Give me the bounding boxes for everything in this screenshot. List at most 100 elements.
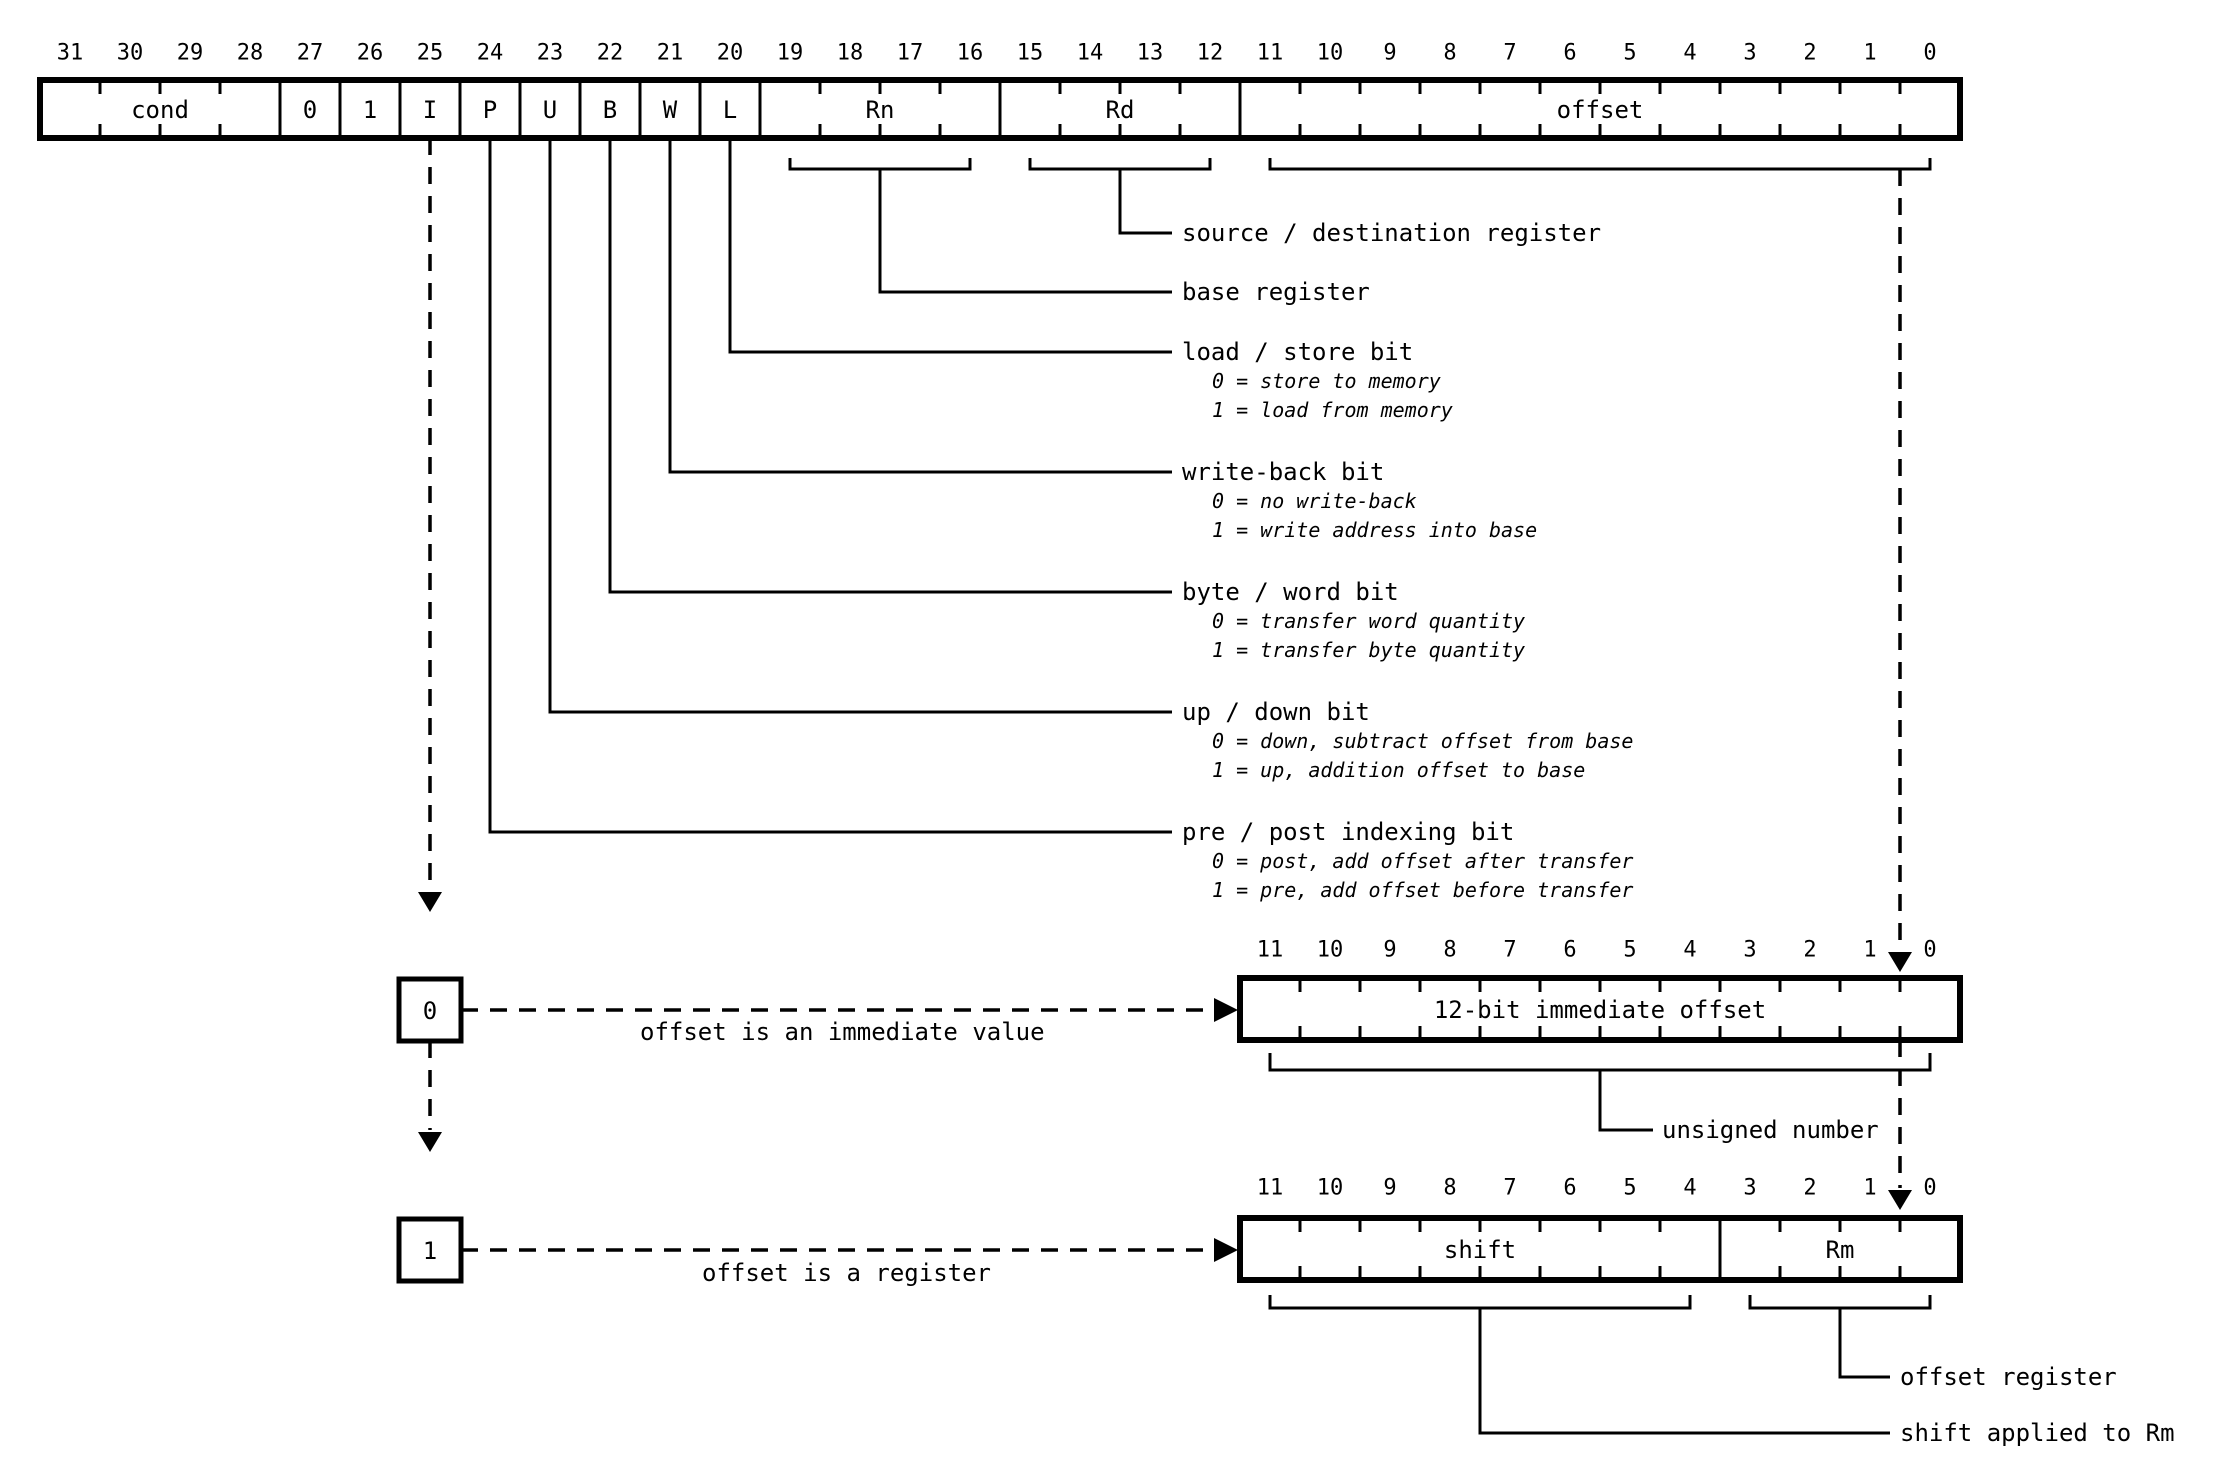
- bit-number-label: 5: [1623, 41, 1636, 66]
- selector-0-value: 0: [423, 997, 437, 1025]
- label-write-back: write-back bit: [1182, 458, 1384, 486]
- selector-1-box: [396, 1216, 464, 1284]
- immediate-offset-register-box: 12-bit immediate offset: [1237, 975, 1963, 1043]
- option-load-store-1: 1 = load from memory: [1212, 398, 1453, 422]
- bit-number-label: 9: [1383, 1176, 1396, 1201]
- connector-load-store: [728, 138, 1172, 354]
- label-pre-post: pre / post indexing bit: [1182, 818, 1514, 846]
- register-offset-register-box: shift Rm: [1237, 1215, 1963, 1283]
- immediate-branch-caption: offset is an immediate value: [640, 1018, 1045, 1046]
- down-arrowhead-icon: [1888, 1190, 1912, 1210]
- bit-number-label: 8: [1443, 938, 1456, 963]
- bit-number-label: 6: [1563, 938, 1576, 963]
- connector-byte-word: [608, 138, 1172, 594]
- right-arrowhead-icon: [1214, 1238, 1238, 1262]
- main-register-bit-numbers: 31 30 29 28 27 26 25 24 23 22 21 20 19 18 17 16 15 14 13 12…: [57, 41, 1937, 66]
- bit-number-label: 0: [1923, 41, 1936, 66]
- bit-number-label: 7: [1503, 41, 1516, 66]
- field-label-shift: shift: [1444, 1236, 1516, 1264]
- bit-number-label: 29: [177, 41, 204, 66]
- bit-number-label: 10: [1317, 938, 1344, 963]
- bit-number-label: 15: [1017, 41, 1044, 66]
- selector-1-value: 1: [423, 1237, 437, 1265]
- connector-base-register: [878, 169, 1172, 294]
- option-byte-word-0: 0 = transfer word quantity: [1212, 609, 1525, 633]
- option-byte-word-1: 1 = transfer byte quantity: [1212, 638, 1525, 662]
- bit-number-label: 5: [1623, 1176, 1636, 1201]
- offset-field-bracket: [1268, 158, 1932, 171]
- selector-0-box: [396, 976, 464, 1044]
- register-offset-bit-numbers: 11 10 9 8 7 6 5 4 3 2 1 0: [1257, 1176, 1937, 1201]
- bit-number-label: 11: [1257, 938, 1284, 963]
- bit-number-label: 1: [1863, 938, 1876, 963]
- field-label-0: 0: [303, 96, 317, 124]
- down-arrowhead-icon: [418, 892, 442, 912]
- option-up-down-0: 0 = down, subtract offset from base: [1212, 729, 1633, 753]
- bit-number-label: 6: [1563, 1176, 1576, 1201]
- option-pre-post-1: 1 = pre, add offset before transfer: [1212, 878, 1633, 902]
- bit-number-label: 13: [1137, 41, 1164, 66]
- connector-write-back: [668, 138, 1172, 474]
- bit-number-label: 4: [1683, 1176, 1696, 1201]
- register-branch-caption: offset is a register: [702, 1259, 991, 1287]
- field-label-offset: offset: [1557, 96, 1644, 124]
- bit-number-label: 3: [1743, 41, 1756, 66]
- bit-number-label: 8: [1443, 41, 1456, 66]
- bit-number-label: 19: [777, 41, 804, 66]
- field-label-1: 1: [363, 96, 377, 124]
- bit-number-label: 17: [897, 41, 924, 66]
- main-register-box: cond 0 1 I P U B W L Rn Rd offset: [37, 77, 1963, 141]
- field-label-rn: Rn: [866, 96, 895, 124]
- shift-field-bracket: [1268, 1295, 1692, 1310]
- rd-field-bracket: [1028, 158, 1212, 171]
- bit-number-label: 10: [1317, 41, 1344, 66]
- bit-number-label: 25: [417, 41, 444, 66]
- bit-number-label: 26: [357, 41, 384, 66]
- bit-number-label: 18: [837, 41, 864, 66]
- bit-number-label: 9: [1383, 41, 1396, 66]
- bit-number-label: 30: [117, 41, 144, 66]
- bit-number-label: 5: [1623, 938, 1636, 963]
- immediate-register-bit-numbers: 11 10 9 8 7 6 5 4 3 2 1 0: [1257, 938, 1937, 963]
- bit-number-label: 4: [1683, 41, 1696, 66]
- label-up-down: up / down bit: [1182, 698, 1370, 726]
- bit-number-label: 20: [717, 41, 744, 66]
- bit-number-label: 3: [1743, 1176, 1756, 1201]
- rm-field-bracket: [1748, 1295, 1932, 1310]
- offset-register-connector: [1838, 1308, 1890, 1379]
- bit-number-label: 11: [1257, 41, 1284, 66]
- bit-number-label: 23: [537, 41, 564, 66]
- bit-number-label: 16: [957, 41, 984, 66]
- bit-number-label: 2: [1803, 938, 1816, 963]
- offset-register-label: offset register: [1900, 1363, 2117, 1391]
- bit-number-label: 21: [657, 41, 684, 66]
- right-arrowhead-icon: [1214, 998, 1238, 1022]
- bit-number-label: 2: [1803, 1176, 1816, 1201]
- bit-number-label: 9: [1383, 938, 1396, 963]
- rn-field-bracket: [788, 158, 972, 171]
- label-source-destination: source / destination register: [1182, 219, 1601, 247]
- bit-number-label: 4: [1683, 938, 1696, 963]
- bit-number-label: 24: [477, 41, 504, 66]
- field-label-l: L: [723, 96, 737, 124]
- immediate-offset-bracket: [1268, 1053, 1932, 1072]
- down-arrowhead-icon: [418, 1132, 442, 1152]
- field-label-rm: Rm: [1826, 1236, 1855, 1264]
- field-label-cond: cond: [131, 96, 189, 124]
- bit-number-label: 12: [1197, 41, 1224, 66]
- bit-annotations: source / destination register base regist…: [488, 138, 1633, 902]
- bit-number-label: 11: [1257, 1176, 1284, 1201]
- field-label-p: P: [483, 96, 497, 124]
- bit-number-label: 10: [1317, 1176, 1344, 1201]
- field-label-rd: Rd: [1106, 96, 1135, 124]
- bit-number-label: 1: [1863, 41, 1876, 66]
- bit-number-label: 7: [1503, 938, 1516, 963]
- connector-source-destination: [1118, 169, 1172, 235]
- field-label-b: B: [603, 96, 617, 124]
- bit-number-label: 7: [1503, 1176, 1516, 1201]
- shift-applied-label: shift applied to Rm: [1900, 1419, 2175, 1447]
- bit-number-label: 27: [297, 41, 324, 66]
- bit-number-label: 0: [1923, 1176, 1936, 1201]
